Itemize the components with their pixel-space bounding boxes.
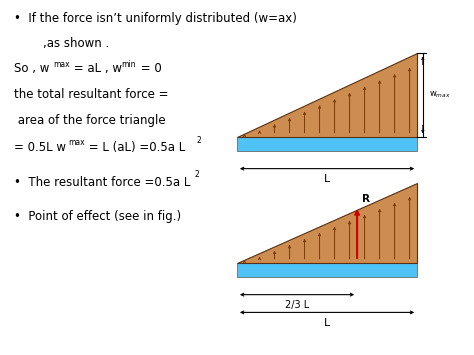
Text: 2: 2 <box>194 170 199 179</box>
Text: So , w: So , w <box>14 62 50 75</box>
Text: = L (aL) =0.5a L: = L (aL) =0.5a L <box>85 141 185 154</box>
Text: ,as shown .: ,as shown . <box>43 37 109 50</box>
Text: min: min <box>121 60 136 69</box>
Text: area of the force triangle: area of the force triangle <box>14 114 166 127</box>
Text: = 0: = 0 <box>137 62 162 75</box>
Text: max: max <box>54 60 70 69</box>
Text: = 0.5L w: = 0.5L w <box>14 141 66 154</box>
Text: •  The resultant force =0.5a L: • The resultant force =0.5a L <box>14 176 191 189</box>
Text: w$_{max}$: w$_{max}$ <box>429 90 451 100</box>
FancyBboxPatch shape <box>237 137 417 151</box>
Text: L: L <box>324 318 330 328</box>
FancyBboxPatch shape <box>237 263 417 277</box>
Polygon shape <box>237 53 417 137</box>
Text: •  Point of effect (see in fig.): • Point of effect (see in fig.) <box>14 210 182 223</box>
Text: •  If the force isn’t uniformly distributed (w=ax): • If the force isn’t uniformly distribut… <box>14 12 297 26</box>
Text: L: L <box>324 174 330 184</box>
Text: max: max <box>68 138 84 147</box>
Text: 2/3 L: 2/3 L <box>285 300 309 310</box>
Text: = aL , w: = aL , w <box>70 62 122 75</box>
Text: 2: 2 <box>197 136 201 144</box>
Text: the total resultant force =: the total resultant force = <box>14 88 169 101</box>
Polygon shape <box>237 183 417 263</box>
Text: R: R <box>362 194 370 204</box>
